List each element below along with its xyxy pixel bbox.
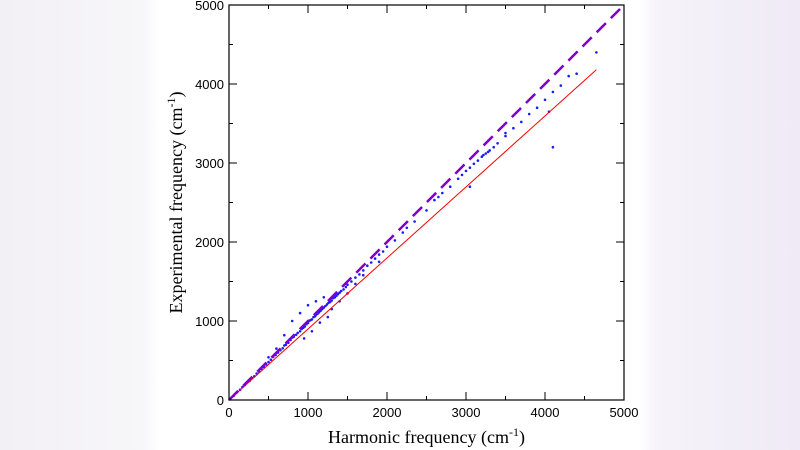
data-point-64 — [366, 264, 369, 268]
data-point-62 — [358, 273, 361, 276]
data-point-61 — [354, 276, 357, 279]
data-point-79 — [460, 173, 464, 177]
x-tick-label: 1000 — [294, 405, 323, 420]
data-point-69 — [385, 245, 389, 248]
data-point-53 — [335, 294, 338, 298]
data-point-120 — [504, 131, 507, 135]
data-point-58 — [344, 285, 348, 289]
x-axis: 0 1000 2000 3000 4000 5000 — [225, 5, 638, 420]
data-point-117 — [377, 260, 381, 264]
y-tick-label: 0 — [217, 393, 224, 408]
data-point-50 — [330, 299, 334, 302]
data-point-105 — [302, 337, 306, 340]
data-point-83 — [476, 159, 480, 162]
data-point-111 — [267, 356, 270, 359]
data-point-90 — [496, 142, 499, 145]
data-point-109 — [283, 333, 286, 337]
data-point-104 — [322, 296, 326, 299]
x-tick-label: 0 — [225, 405, 232, 420]
data-point-85 — [482, 153, 485, 157]
x-tick-label: 5000 — [610, 405, 639, 420]
y-tick-label: 3000 — [195, 156, 224, 171]
data-point-97 — [551, 90, 555, 94]
plot-layer — [228, 4, 625, 401]
data-point-100 — [290, 319, 294, 323]
x-axis-title: Harmonic frequency (cm-1) — [328, 425, 525, 448]
data-point-57 — [342, 288, 345, 291]
data-point-86 — [484, 152, 488, 155]
data-point-115 — [354, 282, 357, 286]
data-point-70 — [393, 239, 397, 242]
fit-line — [228, 69, 597, 401]
y-tick-label: 5000 — [195, 0, 224, 13]
data-point-20 — [281, 347, 285, 350]
data-point-118 — [425, 209, 428, 212]
data-point-81 — [468, 166, 472, 169]
data-point-103 — [314, 300, 318, 303]
data-point-99 — [567, 74, 570, 78]
x-tick-label: 2000 — [373, 405, 402, 420]
data-point-68 — [381, 250, 385, 253]
data-point-91 — [504, 134, 507, 138]
data-point-67 — [377, 253, 381, 256]
data-point-108 — [326, 315, 330, 319]
data-point-122 — [595, 51, 598, 54]
data-point-59 — [346, 283, 349, 287]
data-point-78 — [456, 177, 460, 181]
x-tick-label: 4000 — [531, 405, 560, 420]
data-point-14 — [267, 360, 270, 364]
data-point-102 — [306, 303, 310, 307]
chart-panel — [160, 0, 640, 450]
data-point-63 — [362, 269, 365, 272]
y-axis-title: Experimental frequency (cm-1) — [164, 92, 187, 314]
data-point-119 — [468, 185, 472, 188]
data-point-71 — [401, 231, 405, 234]
data-point-74 — [433, 198, 436, 202]
data-point-89 — [492, 145, 496, 149]
data-point-92 — [512, 126, 515, 130]
y-tick-label: 1000 — [195, 314, 224, 329]
data-point-82 — [472, 162, 476, 166]
x-tick-label: 3000 — [452, 405, 481, 420]
data-point-15 — [269, 358, 273, 362]
data-point-75 — [437, 195, 440, 199]
data-point-77 — [448, 185, 452, 188]
data-point-80 — [464, 169, 468, 173]
data-point-65 — [369, 261, 373, 264]
data-point-76 — [441, 191, 444, 195]
data-point-107 — [318, 321, 322, 324]
data-point-84 — [480, 155, 484, 158]
data-point-95 — [535, 106, 539, 109]
data-point-60 — [350, 280, 353, 283]
y-tick-label: 4000 — [195, 77, 224, 92]
y-tick-label: 2000 — [195, 235, 224, 250]
data-point-96 — [543, 98, 547, 102]
data-point-73 — [413, 220, 416, 223]
data-point-123 — [551, 145, 555, 149]
data-point-106 — [310, 330, 314, 333]
data-point-27 — [294, 333, 298, 337]
data-point-110 — [275, 347, 278, 350]
identity-dashed-line — [228, 4, 625, 401]
data-point-94 — [527, 112, 531, 116]
data-point-88 — [488, 149, 492, 152]
data-point-28 — [296, 331, 300, 335]
data-point-93 — [520, 120, 523, 124]
data-point-29 — [298, 330, 302, 333]
data-point-56 — [339, 289, 343, 293]
data-point-72 — [405, 226, 409, 230]
data-point-46 — [324, 304, 327, 308]
data-point-124 — [575, 72, 578, 75]
data-point-66 — [373, 257, 377, 260]
data-point-55 — [338, 291, 341, 294]
data-point-116 — [362, 273, 365, 277]
data-point-98 — [559, 84, 563, 87]
y-axis: 0 1000 2000 3000 4000 5000 — [195, 0, 624, 408]
data-point-37 — [310, 318, 314, 321]
data-point-101 — [298, 311, 302, 315]
